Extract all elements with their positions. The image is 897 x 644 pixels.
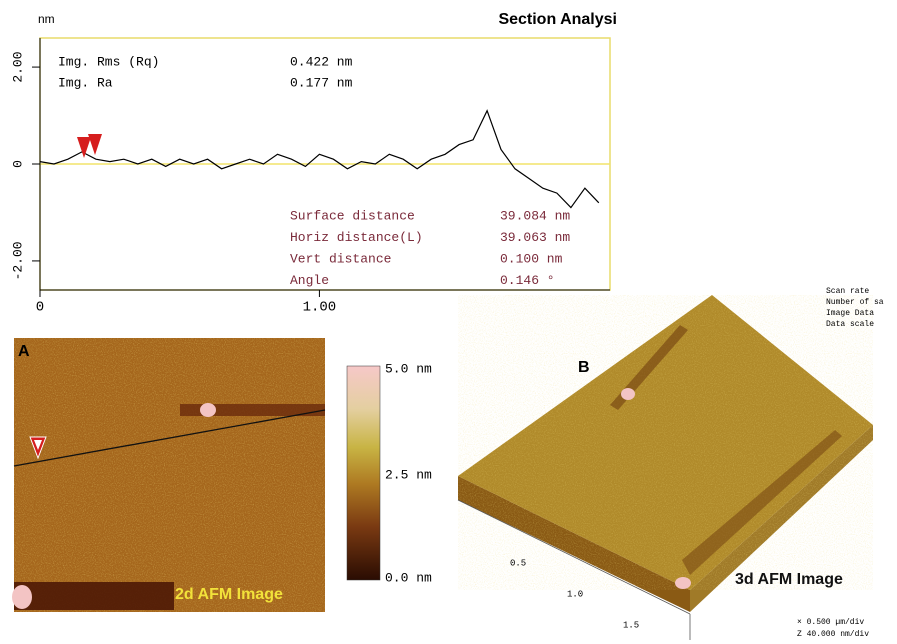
stat-label: Img. Ra: [58, 75, 113, 90]
cursor-marker: [77, 137, 91, 158]
y-tick-label: -2.00: [10, 241, 25, 280]
stat-value: 0.100 nm: [500, 251, 563, 266]
page: nm Section Analysi -2.00 0 2.00 0 1.00 Img. R…: [0, 0, 897, 644]
stat-value: 39.084 nm: [500, 208, 570, 223]
profile-line: [40, 111, 599, 208]
stat-label: Horiz distance(L): [290, 230, 423, 245]
stat-label: Angle: [290, 273, 329, 288]
colorbar: 5.0 nm 2.5 nm 0.0 nm: [347, 361, 432, 585]
cursor-marker: [88, 134, 102, 155]
chart-title: Section Analysi: [498, 11, 617, 28]
x-tick-label: 0: [36, 300, 44, 316]
plot-area: -2.00 0 2.00 0 1.00 Img. Rms (Rq) 0.422 nm Img.…: [10, 38, 610, 316]
axis-label: 1.0: [567, 589, 583, 599]
stat-value: 0.177 nm: [290, 75, 353, 90]
stat-label: Vert distance: [290, 251, 391, 266]
image-texture: [14, 338, 325, 612]
panel-b: B 3d AFM Image 0.5 1.0 1.5 × 0.500 µm/di…: [458, 287, 884, 640]
colorbar-label: 5.0 nm: [385, 361, 432, 376]
stat-label: Img. Rms (Rq): [58, 54, 159, 69]
info-text: Scan rate: [826, 287, 869, 296]
dark-region: [14, 582, 174, 610]
info-text: Data scale: [826, 320, 874, 329]
colorbar-gradient: [347, 366, 380, 580]
scale-note: Z 40.000 nm/div: [797, 630, 869, 639]
panel-caption: 2d AFM Image: [175, 586, 283, 603]
stat-value: 0.146 °: [500, 273, 555, 288]
particle: [12, 585, 32, 609]
y-unit: nm: [38, 12, 55, 26]
scale-note: × 0.500 µm/div: [797, 618, 864, 627]
info-text: Number of sa: [826, 298, 884, 307]
colorbar-label: 0.0 nm: [385, 570, 432, 585]
colorbar-label: 2.5 nm: [385, 467, 432, 482]
stat-value: 39.063 nm: [500, 230, 570, 245]
info-text: Image Data: [826, 309, 874, 318]
y-tick-label: 2.00: [10, 51, 25, 82]
particle: [621, 388, 635, 400]
particle: [200, 403, 216, 417]
x-tick-label: 1.00: [303, 300, 337, 316]
panel-label: B: [578, 359, 590, 376]
panel-caption: 3d AFM Image: [735, 571, 843, 588]
axis-label: 0.5: [510, 558, 526, 568]
panel-label: A: [18, 343, 30, 360]
stat-value: 0.422 nm: [290, 54, 353, 69]
figure: nm Section Analysi -2.00 0 2.00 0 1.00 Img. R…: [0, 0, 897, 644]
y-tick-label: 0: [10, 160, 25, 168]
stat-label: Surface distance: [290, 208, 415, 223]
surface-texture: [458, 295, 873, 590]
particle: [675, 577, 691, 589]
panel-a: A 2d AFM Image: [12, 338, 325, 612]
axis-label: 1.5: [623, 620, 639, 630]
